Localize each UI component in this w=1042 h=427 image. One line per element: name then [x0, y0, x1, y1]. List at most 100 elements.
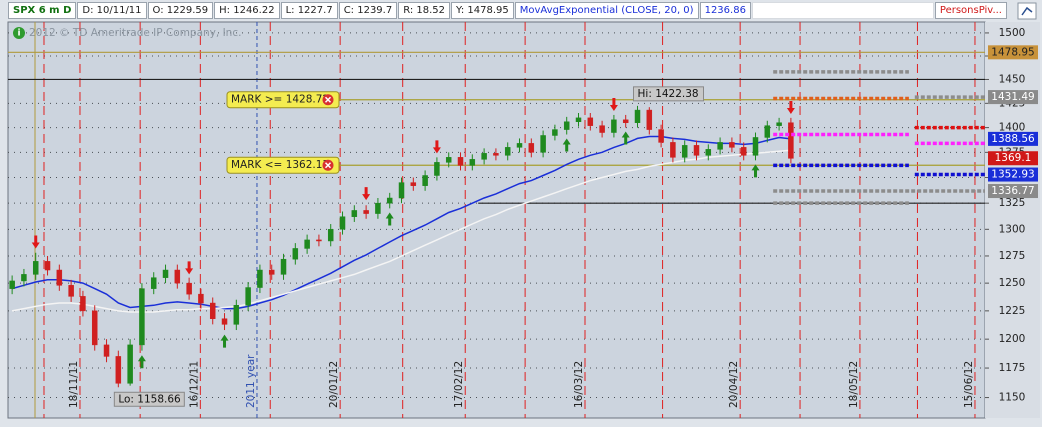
x-tick-label: 16/03/12: [573, 361, 585, 408]
signal-arrow: [432, 140, 441, 154]
candle-body: [80, 296, 86, 312]
y-tick-label: 1175: [999, 362, 1026, 374]
candle-body: [599, 125, 605, 133]
candle-body: [339, 216, 346, 230]
candle-body: [634, 109, 641, 123]
copyright: 2012 © TD Ameritrade IP Company, Inc.: [29, 27, 241, 39]
header-field: D: 10/11/11: [77, 2, 147, 19]
price-label-box: [988, 167, 1038, 182]
price-label-box: [988, 151, 1038, 166]
candle-body: [327, 229, 334, 242]
candle-body: [587, 117, 594, 126]
candle-body: [670, 142, 676, 158]
candle-body: [386, 197, 393, 204]
candle-body: [528, 143, 535, 153]
candle-body: [91, 310, 98, 346]
candle-body: [9, 280, 15, 289]
plot-background: [7, 21, 986, 419]
candle-body: [740, 147, 747, 156]
y-tick-label: 1300: [999, 223, 1026, 235]
symbol[interactable]: SPX 6 m D: [8, 2, 77, 19]
candle-body: [280, 258, 287, 275]
signal-arrow: [220, 334, 229, 348]
y-tick-label: 1150: [999, 392, 1026, 404]
pivots-study[interactable]: PersonsPiv...: [934, 2, 1007, 19]
signal-arrow: [621, 131, 630, 145]
price-label: 1478.95: [991, 46, 1034, 58]
x-tick-label: 17/02/12: [453, 361, 465, 408]
candle-body: [504, 147, 511, 156]
signal-arrow: [137, 355, 146, 369]
candle-body: [611, 119, 617, 133]
candle-body: [410, 182, 417, 186]
y-tick-label: 1275: [999, 250, 1026, 262]
header-field: Y: 1478.95: [451, 2, 514, 19]
candle-body: [788, 122, 794, 159]
candle-body: [563, 121, 570, 130]
y-tick-label: 1225: [999, 305, 1026, 317]
candle-body: [752, 137, 759, 156]
info-icon-glyph: i: [17, 29, 20, 39]
study-value: 1236.86: [699, 2, 751, 19]
candle-body: [174, 269, 181, 284]
x-tick-label: 20/01/12: [328, 361, 340, 408]
alert-label: MARK <= 1362.13: [231, 159, 329, 171]
candle-body: [764, 125, 771, 138]
candle-body: [44, 261, 51, 271]
price-label: 1388.56: [991, 133, 1035, 145]
candle-body: [705, 149, 712, 156]
signal-arrow: [31, 235, 40, 249]
candle-body: [209, 302, 216, 319]
signal-arrow: [385, 212, 394, 226]
year-label: 2011 year: [245, 354, 257, 408]
candle-body: [68, 285, 74, 297]
candle-body: [776, 122, 782, 126]
x-tick-label: 15/06/12: [963, 361, 975, 408]
candle-body: [693, 145, 700, 156]
candle-body: [316, 239, 322, 242]
candle-body: [162, 269, 169, 278]
layers: 1150117512001225125012751300132513501375…: [8, 22, 1038, 418]
y-tick-label: 1325: [999, 197, 1026, 209]
x-tick-label: 18/11/11: [68, 361, 80, 408]
signal-arrow: [609, 98, 618, 112]
annotation-text: Hi: 1422.38: [638, 88, 699, 100]
y-tick-label: 1250: [999, 277, 1026, 289]
price-label-box: [988, 90, 1038, 105]
candle-body: [493, 153, 499, 156]
price-label-box: [988, 184, 1038, 199]
axis-background: [985, 22, 1040, 418]
annotation-box: [113, 391, 185, 407]
candle-body: [268, 269, 275, 275]
alert-box: [226, 156, 340, 174]
y-tick-label: 1200: [999, 333, 1026, 345]
price-label-box: [988, 131, 1038, 146]
study-name[interactable]: MovAvgExponential (CLOSE, 20, 0): [514, 2, 699, 19]
info-icon[interactable]: [13, 27, 25, 39]
settings-button[interactable]: [1017, 2, 1037, 20]
alert-box: [226, 91, 340, 109]
candle-body: [375, 202, 381, 214]
x-tick-label: 18/05/12: [848, 361, 860, 408]
alert-remove-glyph: [324, 96, 332, 103]
candle-body: [681, 145, 688, 158]
candle-body: [457, 157, 464, 166]
header-field: L: 1227.7: [280, 2, 338, 19]
candle-body: [115, 356, 122, 384]
candle-body: [422, 175, 428, 186]
header-field: O: 1229.59: [147, 2, 214, 19]
alert-label: MARK >= 1428.72: [231, 94, 329, 106]
x-tick-label: 20/04/12: [728, 361, 740, 408]
signal-arrow: [562, 138, 571, 152]
header-field: R: 18.52: [398, 2, 451, 19]
y-tick-label: 1500: [999, 27, 1026, 39]
candle-body: [233, 305, 240, 325]
x-tick-label: 16/12/11: [188, 361, 200, 408]
candle-body: [516, 143, 523, 148]
candle-body: [257, 269, 263, 288]
y-tick-label: 1450: [999, 73, 1026, 85]
price-label: 1336.77: [991, 185, 1034, 197]
candle-body: [186, 282, 192, 295]
candle-body: [729, 142, 735, 148]
